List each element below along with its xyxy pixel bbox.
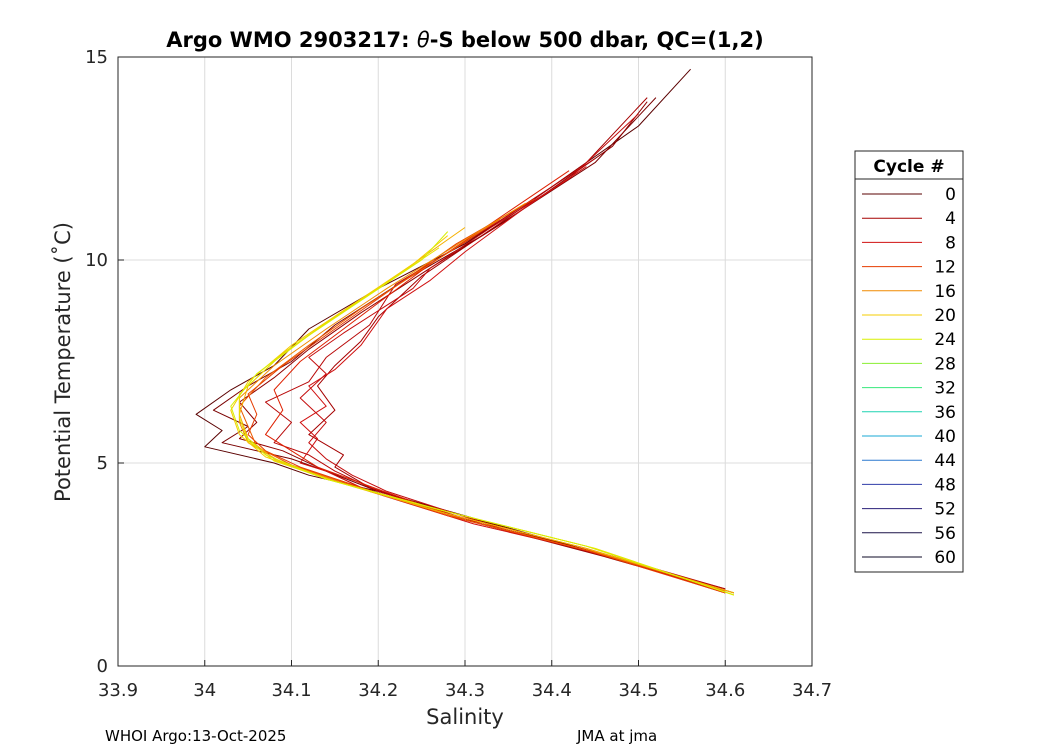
legend-label: 8 xyxy=(945,233,956,253)
x-tick-label: 34.5 xyxy=(618,680,658,701)
legend-title: Cycle # xyxy=(873,157,944,177)
x-tick-label: 34.2 xyxy=(358,680,398,701)
legend-label: 4 xyxy=(945,209,956,229)
legend-label: 20 xyxy=(934,306,956,326)
legend-label: 36 xyxy=(934,403,956,423)
legend-label: 56 xyxy=(934,524,956,544)
series-line-1 xyxy=(212,97,726,590)
series-line-8 xyxy=(247,198,726,594)
series-line-2 xyxy=(238,101,726,592)
legend-label: 44 xyxy=(934,451,956,471)
x-tick-label: 34.4 xyxy=(532,680,572,701)
y-tick-label: 5 xyxy=(97,453,108,474)
legend-label: 48 xyxy=(934,475,956,495)
legend-label: 32 xyxy=(934,379,956,399)
series-line-14 xyxy=(230,231,735,596)
series-line-3 xyxy=(308,97,726,594)
y-tick-label: 10 xyxy=(85,250,108,271)
series-line-5 xyxy=(299,113,726,592)
x-tick-label: 33.9 xyxy=(98,680,138,701)
legend-label: 16 xyxy=(934,282,956,302)
legend-label: 60 xyxy=(934,548,956,568)
legend-label: 52 xyxy=(934,500,956,520)
legend-label: 0 xyxy=(945,185,956,205)
y-tick-labels: 0 5 10 15 xyxy=(85,47,124,677)
series-line-13 xyxy=(238,247,735,596)
series-line-6 xyxy=(299,166,726,594)
series-line-12 xyxy=(230,235,735,596)
chart-title: Argo WMO 2903217: θ-S below 500 dbar, QC… xyxy=(166,28,763,52)
series-line-10 xyxy=(238,202,735,594)
y-tick-label: 0 xyxy=(97,656,108,677)
x-tick-labels: 33.9 34 34.1 34.2 34.3 34.4 34.5 34.6 34.7 xyxy=(98,660,832,701)
x-tick-label: 34.1 xyxy=(271,680,311,701)
legend-label: 28 xyxy=(934,354,956,374)
legend-label: 12 xyxy=(934,258,956,278)
x-tick-label: 34.6 xyxy=(705,680,745,701)
series-line-7 xyxy=(265,170,726,592)
footer-credit: JMA at jma xyxy=(576,727,657,745)
x-tick-label: 34 xyxy=(193,680,216,701)
footer-source: WHOI Argo:13-Oct-2025 xyxy=(105,727,286,745)
x-axis-label: Salinity xyxy=(426,705,504,729)
y-tick-label: 15 xyxy=(85,47,108,68)
series-layer xyxy=(195,68,735,596)
legend-label: 40 xyxy=(934,427,956,447)
grid-lines xyxy=(118,57,812,666)
series-line-9 xyxy=(238,218,726,592)
legend-box xyxy=(854,150,964,573)
y-axis-label: Potential Temperature (˚C) xyxy=(51,222,75,502)
legend-label: 24 xyxy=(934,330,956,350)
x-tick-label: 34.7 xyxy=(792,680,832,701)
x-tick-label: 34.3 xyxy=(445,680,485,701)
